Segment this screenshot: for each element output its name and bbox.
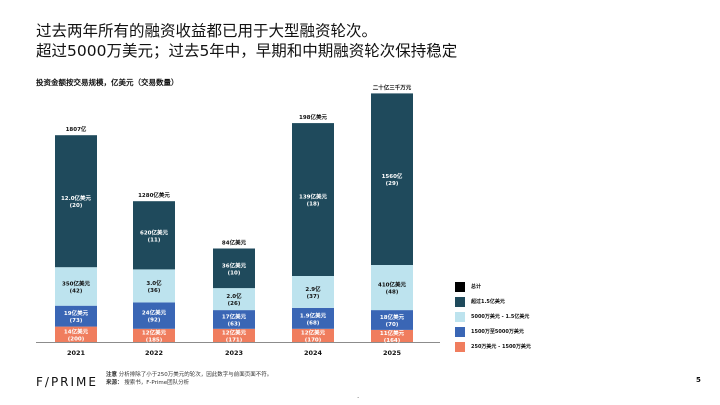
bar-segment-2023-series-2 (213, 288, 255, 311)
legend-label-2.5m-15m: 250万美元 - 1500万美元 (471, 344, 531, 350)
data-label-2022-series-0: 12亿美元 (142, 328, 167, 336)
deal-count-2023-series-1: (63) (228, 321, 241, 327)
data-label-2023-series-2: 2.0亿 (226, 292, 242, 300)
legend-swatch-total (455, 281, 465, 292)
x-tick-2025: 2025 (383, 349, 402, 357)
legend-item-50m-150m: 5000万美元 - 1.5亿美元 (455, 310, 531, 323)
x-tick-2022: 2022 (145, 349, 163, 357)
legend-label-over-150m: 超过1.5亿美元 (471, 299, 505, 305)
legend-item-15m-50m: 1500万至5000万美元 (455, 325, 531, 338)
deal-count-2025-series-0: (164) (384, 338, 401, 344)
footnote-source-text: 搜索书，F-Prime团队分析 (124, 380, 190, 386)
deal-count-2025-series-1: (70) (386, 322, 399, 328)
deal-count-2021-series-0: (200) (68, 336, 85, 342)
footnote-source-label: 来源： (106, 380, 123, 386)
data-label-2025-series-1: 18亿美元 (380, 313, 405, 321)
deal-count-2024-series-1: (68) (307, 320, 320, 326)
legend-item-2.5m-15m: 250万美元 - 1500万美元 (455, 340, 531, 353)
deal-count-2021-series-2: (42) (70, 288, 83, 294)
footnote-source: 来源： 搜索书，F-Prime团队分析 (106, 378, 189, 386)
data-label-2022-series-1: 24亿美元 (142, 309, 167, 317)
legend-label-50m-150m: 5000万美元 - 1.5亿美元 (471, 314, 530, 320)
total-label-2025: 二十亿三千万元 (373, 83, 412, 91)
headline-line-1: 过去两年所有的融资收益都已用于大型融资轮次。 (36, 22, 378, 40)
bar-segment-2024-series-2 (292, 276, 334, 308)
data-label-2024-series-1: 1.9亿美元 (300, 311, 327, 319)
legend-swatch-2.5m-15m (455, 341, 465, 352)
bar-segment-2022-series-0 (133, 328, 175, 342)
data-label-2021-series-1: 19亿美元 (64, 309, 89, 317)
chart-legend: 总计 超过1.5亿美元 5000万美元 - 1.5亿美元 1500万至5000万… (455, 280, 531, 355)
legend-label-total: 总计 (471, 284, 482, 290)
total-label-2024: 198亿美元 (299, 113, 327, 121)
footer-dot: · (357, 394, 360, 402)
page-number: 5 (696, 376, 701, 384)
deal-count-2023-series-3: (10) (228, 270, 241, 276)
data-label-2022-series-2: 3.0亿 (146, 279, 162, 287)
data-label-2022-series-3: 620亿美元 (140, 228, 168, 236)
bar-segment-2023-series-0 (213, 328, 255, 342)
data-label-2023-series-1: 17亿美元 (222, 312, 247, 320)
bar-segment-2022-series-2 (133, 269, 175, 303)
bar-segment-2024-series-1 (292, 307, 334, 329)
legend-item-total: 总计 (455, 280, 531, 293)
data-label-2023-series-3: 36亿美元 (222, 261, 247, 269)
deal-count-2022-series-3: (11) (148, 237, 161, 243)
data-label-2024-series-2: 2.9亿 (305, 285, 321, 293)
deal-count-2021-series-1: (73) (70, 318, 83, 324)
bar-segment-2022-series-1 (133, 302, 175, 329)
deal-count-2022-series-2: (36) (148, 288, 161, 294)
bar-segment-2021-series-0 (55, 326, 97, 342)
legend-swatch-50m-150m (455, 311, 465, 322)
bar-segment-2021-series-3 (55, 135, 97, 268)
deal-count-2024-series-3: (18) (307, 202, 320, 208)
bar-segment-2023-series-3 (213, 248, 255, 289)
data-label-2025-series-2: 410亿美元 (378, 281, 406, 289)
headline-line-2: 超过5000万美元；过去5年中，早期和中期融资轮次保持稳定 (36, 42, 458, 60)
deal-count-2023-series-2: (26) (228, 301, 241, 307)
data-label-2021-series-3: 12.0亿美元 (61, 194, 92, 202)
data-label-2021-series-0: 14亿美元 (64, 327, 89, 335)
bar-segment-2025-series-2 (371, 265, 413, 311)
deal-count-2021-series-3: (20) (70, 203, 83, 209)
legend-swatch-over-150m (455, 296, 465, 307)
deal-count-2022-series-1: (92) (148, 318, 161, 324)
footnote-note: 注意 分析排除了小于250万美元的轮次，因此数字与前面页面不符。 (106, 370, 272, 378)
total-label-2022: 1280亿美元 (138, 191, 170, 199)
x-tick-2021: 2021 (67, 349, 86, 357)
bar-segment-2021-series-2 (55, 267, 97, 306)
bar-segment-2024-series-0 (292, 328, 334, 342)
deal-count-2022-series-0: (185) (146, 337, 163, 343)
deal-count-2024-series-0: (170) (305, 337, 322, 343)
deal-count-2024-series-2: (37) (307, 294, 320, 300)
data-label-2023-series-0: 12亿美元 (222, 328, 247, 336)
footnote-note-text: 分析排除了小于250万美元的轮次，因此数字与前面页面不符。 (118, 372, 273, 378)
bar-segment-2022-series-3 (133, 201, 175, 270)
bar-segment-2025-series-0 (371, 329, 413, 342)
total-label-2023: 84亿美元 (222, 239, 247, 247)
x-tick-2023: 2023 (225, 349, 243, 357)
bar-segment-2021-series-1 (55, 305, 97, 327)
data-label-2025-series-0: 11亿美元 (380, 329, 405, 337)
data-label-2025-series-3: 1560亿 (382, 172, 403, 180)
footnote-note-label: 注意 (106, 372, 118, 378)
x-tick-2024: 2024 (304, 349, 323, 357)
legend-label-15m-50m: 1500万至5000万美元 (471, 329, 524, 335)
deal-count-2023-series-0: (171) (226, 337, 243, 343)
deal-count-2025-series-3: (29) (386, 181, 399, 187)
brand-logo: F/PRIME (36, 375, 98, 389)
data-label-2024-series-3: 139亿美元 (299, 193, 327, 201)
bar-segment-2025-series-3 (371, 93, 413, 266)
bar-segment-2025-series-1 (371, 310, 413, 330)
data-label-2024-series-0: 12亿美元 (301, 328, 326, 336)
bar-segment-2024-series-3 (292, 123, 334, 276)
total-label-2021: 1807亿 (66, 125, 87, 133)
bar-segment-2023-series-1 (213, 310, 255, 329)
data-label-2021-series-2: 350亿美元 (62, 279, 90, 287)
deal-count-2025-series-2: (48) (386, 290, 399, 296)
legend-item-over-150m: 超过1.5亿美元 (455, 295, 531, 308)
legend-swatch-15m-50m (455, 326, 465, 337)
chart-subtitle: 投资金额按交易规模，亿美元（交易数量） (36, 78, 179, 87)
